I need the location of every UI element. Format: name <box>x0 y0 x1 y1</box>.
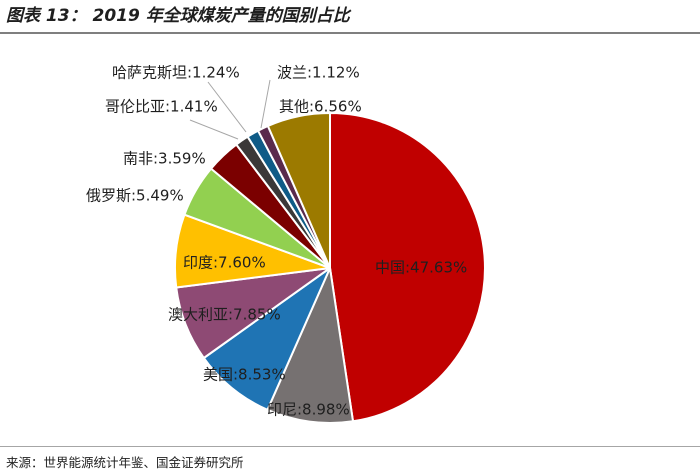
slice-data-label: 南非:3.59% <box>123 150 206 168</box>
label-leader-line <box>207 81 247 133</box>
slice-data-label: 哥伦比亚:1.41% <box>105 98 218 116</box>
label-leader-line <box>189 119 239 140</box>
slice-data-label: 其他:6.56% <box>279 98 362 116</box>
pie-slice <box>329 112 486 423</box>
pie-slice <box>266 112 331 269</box>
source-rule <box>0 446 700 447</box>
slice-data-label: 波兰:1.12% <box>277 64 360 82</box>
slice-data-label: 中国:47.63% <box>375 259 467 277</box>
figure-title: 图表 13： 2019 年全球煤炭产量的国别占比 <box>6 6 350 26</box>
slice-data-label: 印尼:8.98% <box>267 401 350 419</box>
slice-data-label: 俄罗斯:5.49% <box>86 187 184 205</box>
pie-slice <box>266 267 354 424</box>
slice-data-label: 哈萨克斯坦:1.24% <box>112 64 240 82</box>
pie-labels: 中国:47.63% 印尼:8.98% 美国:8.53% 澳大利亚:7.85% 印度:7.… <box>86 64 467 419</box>
pie-slice <box>202 267 331 411</box>
source-note: 来源：世界能源统计年鉴、国金证券研究所 <box>6 455 244 470</box>
slice-data-label: 澳大利亚:7.85% <box>168 306 281 324</box>
title-rule <box>0 32 700 34</box>
label-leader-line <box>260 79 271 129</box>
pie-slices <box>174 112 486 424</box>
slice-data-label: 美国:8.53% <box>203 366 286 384</box>
slice-data-label: 印度:7.60% <box>183 254 266 272</box>
